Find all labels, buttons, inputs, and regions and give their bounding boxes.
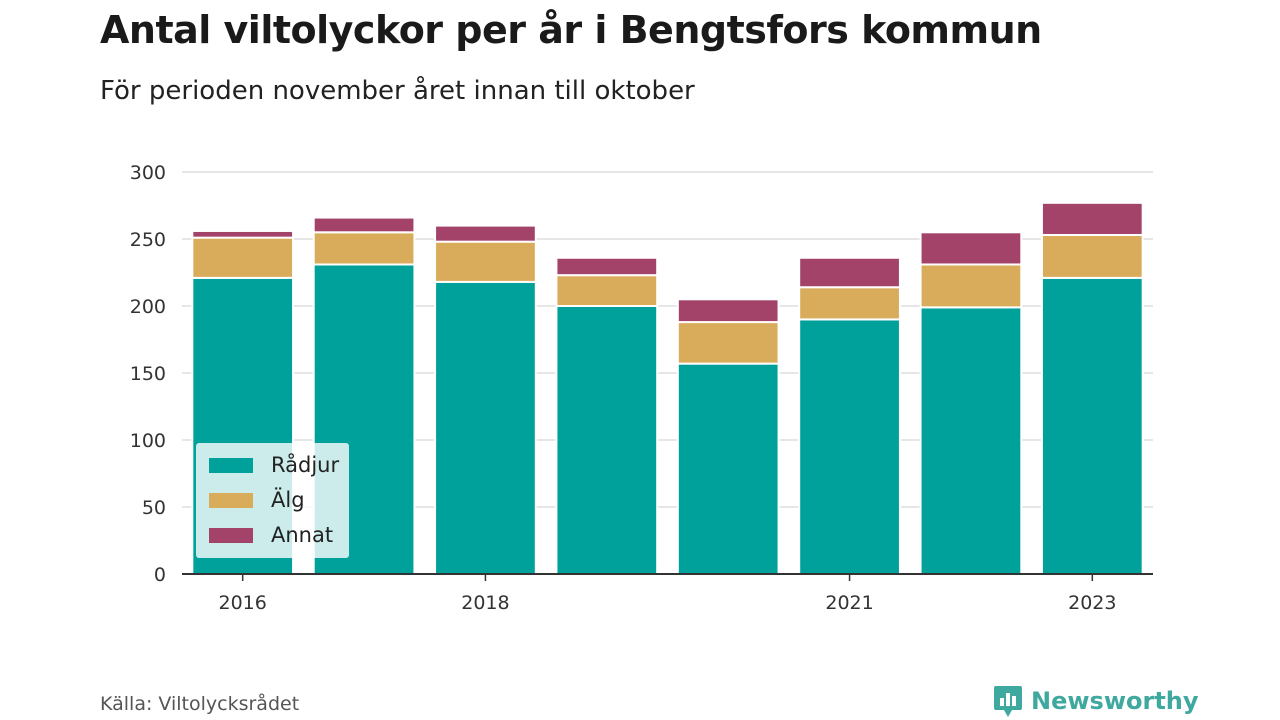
bar-annat-2017	[312, 216, 416, 234]
bar-rådjur-2018	[434, 280, 537, 575]
bar-annat-2020	[676, 298, 780, 324]
legend-label-rådjur: Rådjur	[271, 452, 339, 477]
y-tick-label: 100	[130, 430, 166, 452]
bar-rådjur-2023	[1040, 276, 1144, 575]
x-tick-label: 2018	[461, 592, 509, 614]
bar-annat-2022	[919, 231, 1023, 266]
newsworthy-logo: Newsworthy	[993, 684, 1199, 718]
x-tick-label: 2021	[825, 592, 873, 614]
y-tick-label: 0	[154, 564, 166, 586]
bar-älg-2019	[555, 274, 659, 307]
y-tick-label: 200	[130, 296, 166, 318]
legend-label-annat: Annat	[271, 523, 333, 547]
x-tick-label: 2023	[1068, 592, 1116, 614]
source-note: Källa: Viltolycksrådet	[100, 693, 300, 715]
bar-rådjur-2019	[555, 305, 659, 575]
bar-älg-2023	[1040, 233, 1144, 279]
bar-rådjur-2021	[798, 318, 901, 575]
bar-älg-2016	[191, 236, 295, 279]
brand-name: Newsworthy	[1031, 687, 1199, 715]
y-tick-label: 50	[142, 497, 166, 519]
legend-swatch-rådjur	[209, 458, 253, 473]
bar-annat-2021	[798, 256, 901, 289]
bar-annat-2018	[434, 224, 537, 243]
legend-swatch-annat	[209, 528, 253, 543]
chart-subtitle: För perioden november året innan till ok…	[100, 76, 695, 106]
legend-label-älg: Älg	[271, 487, 305, 512]
bar-älg-2022	[919, 263, 1023, 309]
legend-swatch-älg	[209, 493, 253, 508]
bar-älg-2018	[434, 240, 537, 283]
y-tick-label: 150	[130, 363, 166, 385]
bar-annat-2023	[1040, 201, 1144, 236]
bar-älg-2017	[312, 231, 416, 266]
bar-älg-2021	[798, 286, 901, 321]
newsworthy-icon	[994, 686, 1022, 717]
bar-rådjur-2020	[676, 362, 780, 575]
bar-annat-2016	[191, 229, 295, 239]
bar-älg-2020	[676, 321, 780, 365]
y-tick-label: 250	[130, 229, 166, 251]
chart-title: Antal viltolyckor per år i Bengtsfors ko…	[100, 8, 1042, 52]
y-tick-label: 300	[130, 162, 166, 184]
bar-annat-2019	[555, 256, 659, 277]
bar-rådjur-2022	[919, 306, 1023, 575]
x-tick-label: 2016	[219, 592, 267, 614]
